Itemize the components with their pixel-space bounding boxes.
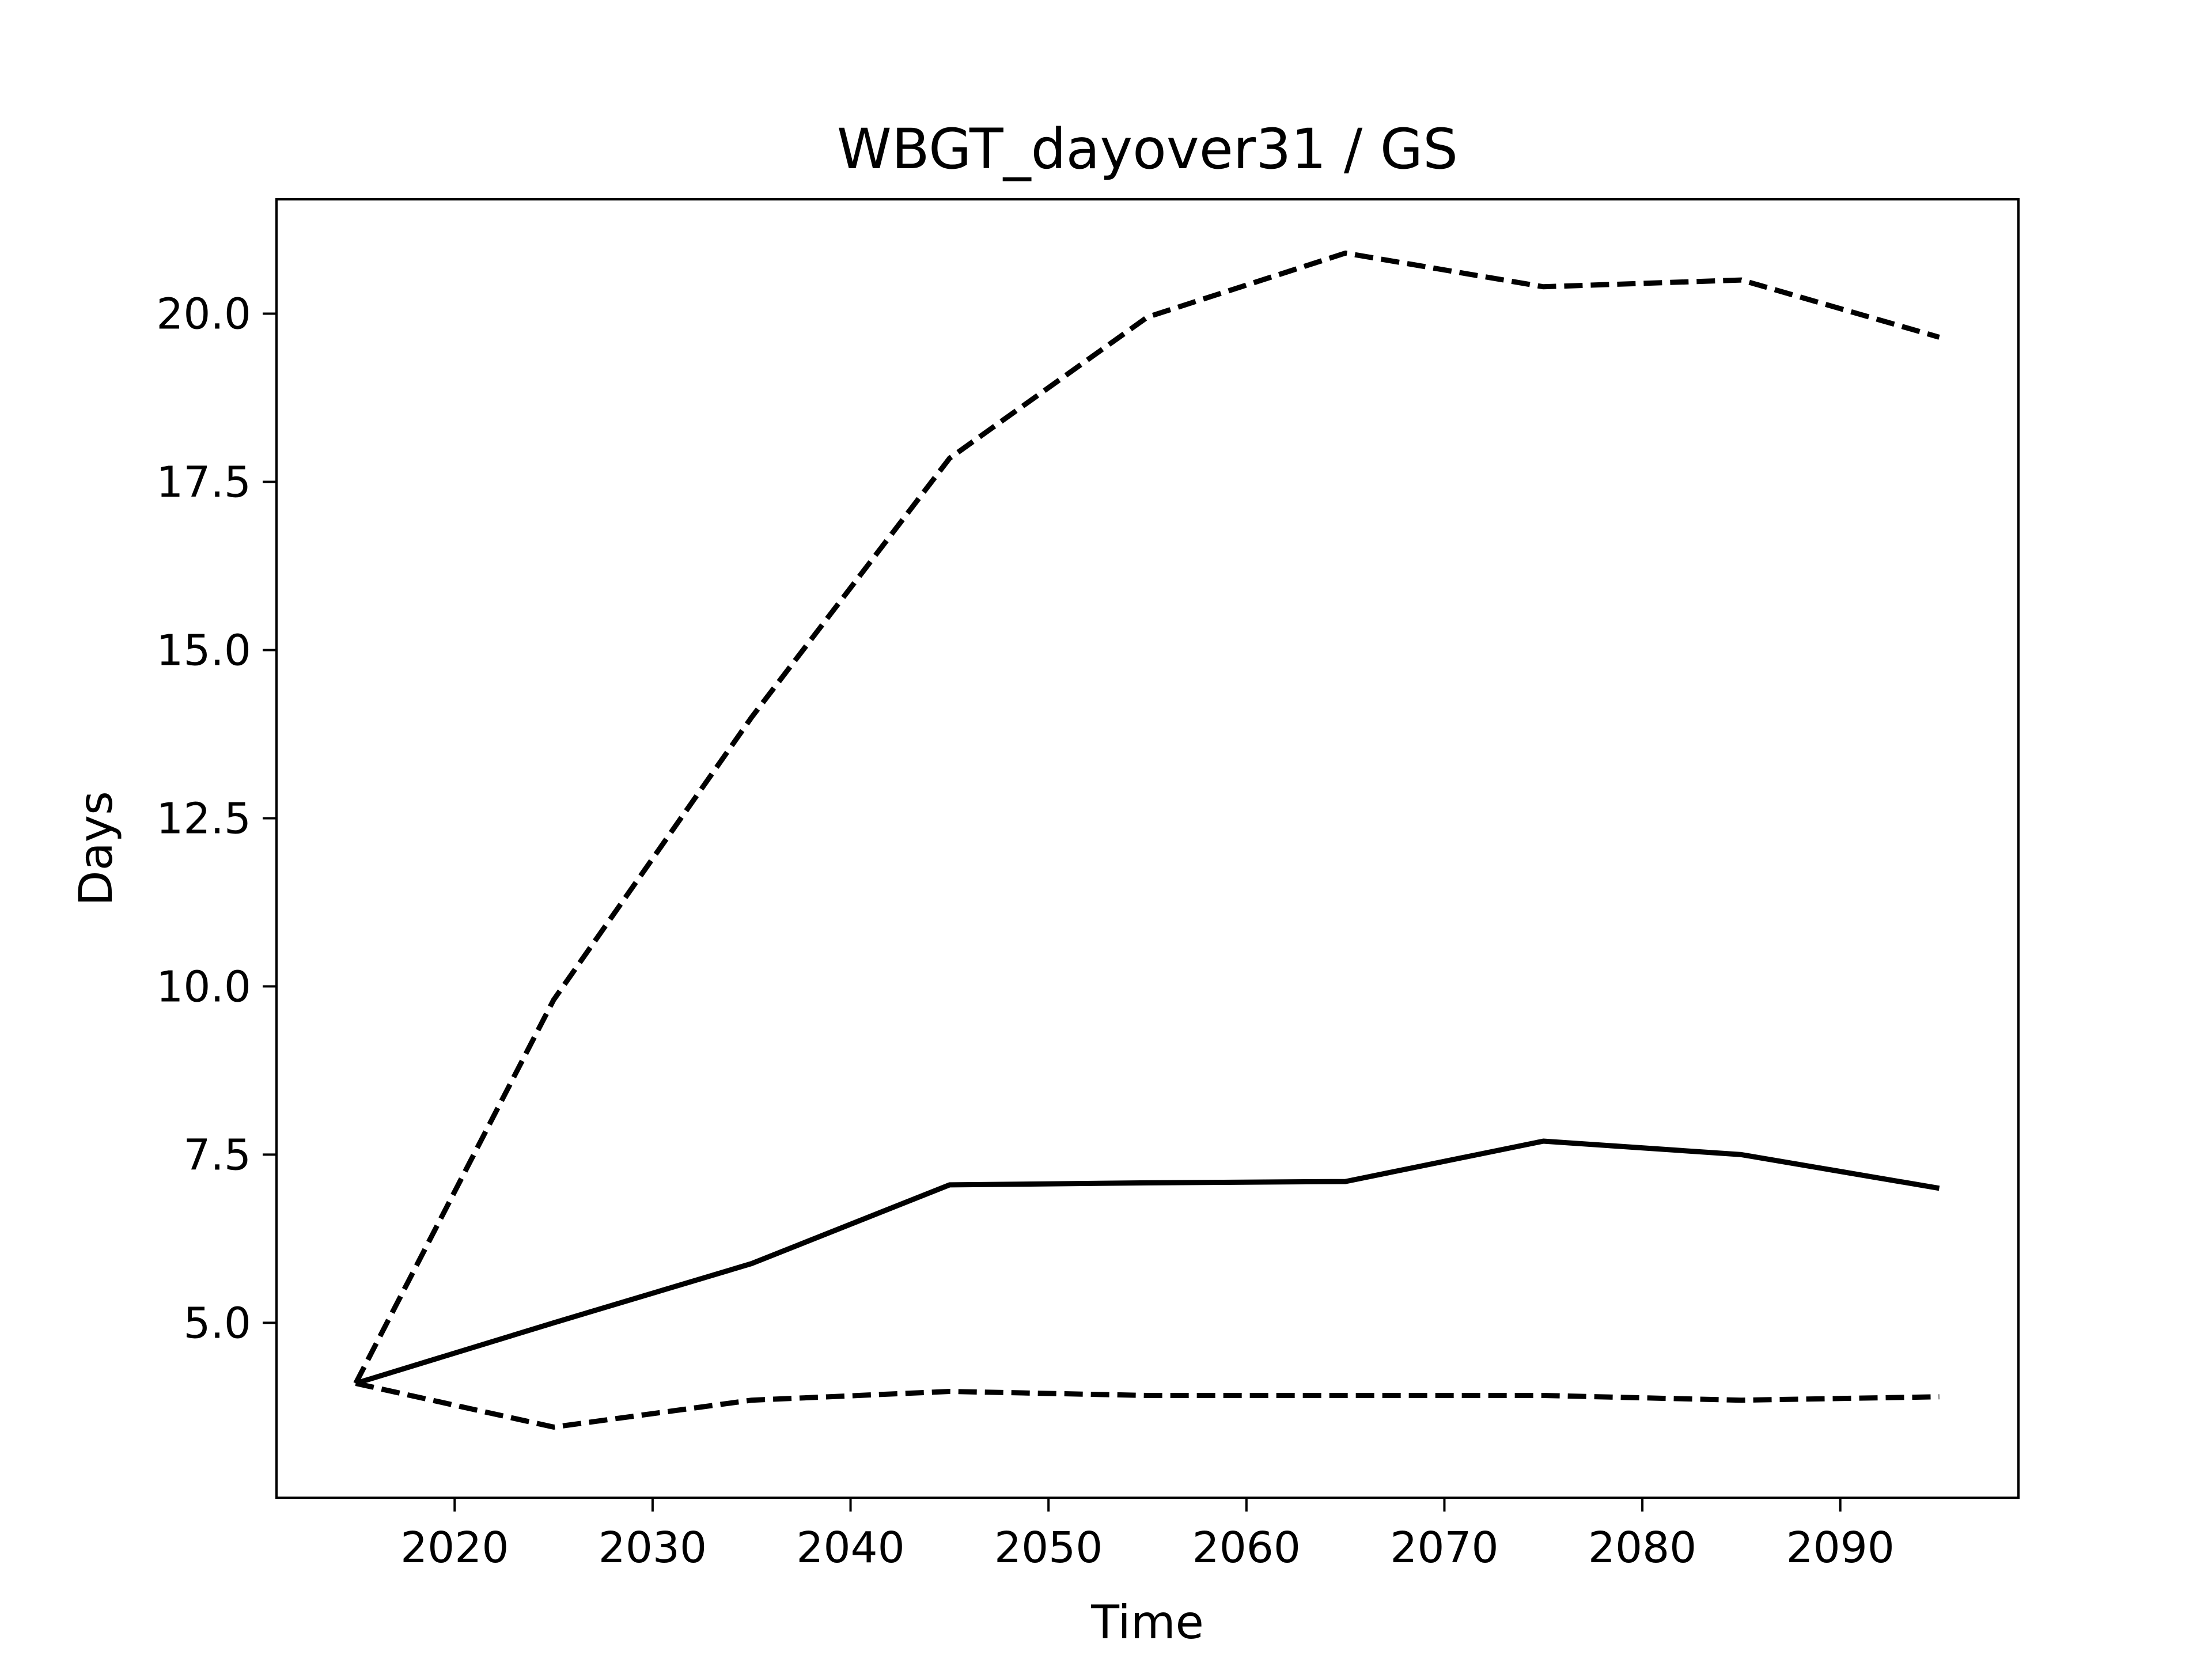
y-tick-label: 10.0 [156,962,251,1012]
y-tick-label: 17.5 [156,458,251,507]
x-tick-label: 2020 [400,1523,509,1573]
x-axis-ticks: 2020 2030 2040 2050 2060 2070 2080 2090 [400,1498,1895,1573]
y-tick-label: 5.0 [183,1298,251,1348]
x-tick-label: 2030 [599,1523,707,1573]
y-axis-ticks: 5.0 7.5 10.0 12.5 15.0 17.5 20.0 [156,290,276,1348]
series-layer [353,250,1940,1430]
y-tick-label: 20.0 [156,290,251,339]
plot-area-frame [275,198,2020,1499]
x-tick-label: 2050 [994,1523,1103,1573]
series-line-1 [353,250,1940,1385]
y-tick-label: 7.5 [183,1130,251,1180]
y-axis-label: Days [69,791,123,906]
x-tick-label: 2040 [796,1523,904,1573]
x-tick-label: 2090 [1786,1523,1895,1573]
chart-title: WBGT_dayover31 / GS [837,117,1458,181]
series-line-2 [355,1138,1940,1386]
y-tick-label: 15.0 [156,626,251,675]
series-line-3 [355,1381,1940,1430]
x-tick-label: 2060 [1192,1523,1301,1573]
x-axis-label: Time [1090,1596,1204,1649]
y-tick-label: 12.5 [156,794,251,843]
x-tick-label: 2080 [1588,1523,1696,1573]
x-tick-label: 2070 [1390,1523,1498,1573]
